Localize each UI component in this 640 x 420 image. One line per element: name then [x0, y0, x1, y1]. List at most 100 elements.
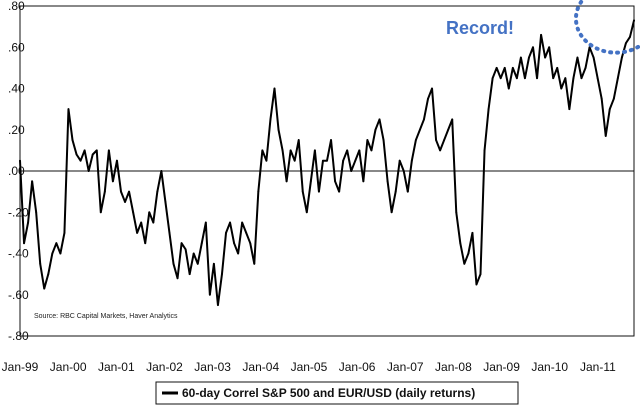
series-point: [475, 283, 478, 286]
series-point: [568, 108, 571, 111]
x-tick-label: Jan-07: [387, 360, 424, 374]
series-point: [362, 180, 365, 183]
record-circle: [573, 0, 640, 55]
series-point: [112, 180, 114, 183]
series-point: [124, 201, 126, 203]
legend-box: [155, 381, 519, 405]
series-point: [67, 108, 70, 111]
series-point: [293, 159, 296, 162]
series-point: [75, 153, 78, 156]
series-point: [71, 139, 74, 141]
series-point: [519, 56, 522, 59]
series-point: [144, 242, 147, 245]
series-point: [346, 149, 349, 152]
series-point: [59, 252, 62, 255]
series-point: [221, 273, 223, 276]
series-point: [39, 262, 42, 265]
series-point: [196, 262, 199, 265]
series-point: [164, 201, 167, 203]
series-point: [584, 66, 587, 69]
series-point: [528, 56, 530, 59]
series-point: [229, 221, 231, 224]
series-point: [334, 180, 336, 183]
series-point: [402, 170, 405, 172]
series-point: [439, 149, 442, 152]
x-tick-label: Jan-03: [194, 360, 231, 374]
y-tick-label: -.60: [8, 288, 29, 302]
series-point: [136, 231, 139, 234]
series-point: [463, 262, 466, 265]
series-point: [552, 77, 555, 80]
series-point: [378, 118, 381, 121]
series-point: [503, 66, 506, 69]
series-point: [23, 242, 25, 245]
series-point: [269, 118, 272, 121]
series-point: [212, 262, 215, 265]
series-point: [225, 231, 227, 234]
legend-label: 60-day Correl S&P 500 and EUR/USD (daily…: [182, 386, 475, 400]
series-point: [91, 153, 94, 156]
series-point: [406, 190, 409, 193]
series-point: [427, 97, 429, 100]
x-tick-label: Jan-05: [291, 360, 328, 374]
correlation-series-points: [19, 19, 635, 306]
series-point: [176, 277, 179, 280]
legend: 60-day Correl S&P 500 and EUR/USD (daily…: [155, 381, 519, 405]
series-point: [305, 211, 308, 214]
series-point: [285, 180, 288, 183]
series-point: [188, 273, 191, 276]
series-point: [63, 231, 66, 234]
series-point: [322, 159, 324, 162]
x-tick-label: Jan-99: [2, 360, 39, 374]
series-point: [140, 221, 143, 224]
series-point: [338, 190, 341, 193]
series-point: [309, 180, 312, 183]
series-point: [148, 211, 151, 214]
series-point: [35, 211, 38, 214]
series-point: [625, 42, 627, 45]
series-point: [374, 128, 377, 131]
y-tick-label: .60: [8, 40, 25, 54]
series-point: [540, 33, 542, 36]
x-tick-label: Jan-00: [50, 360, 87, 374]
series-point: [435, 139, 437, 141]
series-point: [471, 231, 474, 234]
series-point: [524, 77, 526, 80]
series-point: [536, 77, 538, 80]
series-point: [43, 287, 46, 290]
series-point: [301, 190, 304, 193]
series-point: [47, 273, 50, 276]
series-point: [366, 139, 369, 141]
series-point: [172, 262, 175, 265]
series-point: [330, 139, 332, 141]
series-point: [184, 248, 187, 251]
series-point: [116, 159, 118, 162]
series-point: [576, 56, 579, 59]
series-point: [200, 242, 203, 245]
series-point: [633, 19, 635, 22]
series-point: [208, 293, 211, 296]
series-point: [612, 97, 615, 100]
series-point: [414, 139, 417, 141]
series-point: [233, 242, 235, 245]
series-point: [204, 221, 207, 224]
series-point: [532, 46, 534, 49]
x-tick-label: Jan-11: [580, 360, 616, 374]
series-point: [87, 170, 90, 172]
series-point: [386, 180, 389, 183]
series-point: [394, 190, 397, 193]
series-point: [55, 242, 58, 245]
series-point: [265, 159, 268, 162]
series-point: [544, 56, 547, 59]
y-tick-label: .80: [8, 0, 25, 13]
series-point: [342, 159, 345, 162]
series-point: [358, 149, 361, 152]
series-point: [289, 149, 292, 152]
series-point: [483, 149, 486, 152]
series-point: [382, 139, 385, 141]
series-point: [180, 242, 183, 245]
series-point: [556, 66, 559, 69]
series-point: [491, 77, 494, 80]
series-point: [495, 66, 498, 69]
